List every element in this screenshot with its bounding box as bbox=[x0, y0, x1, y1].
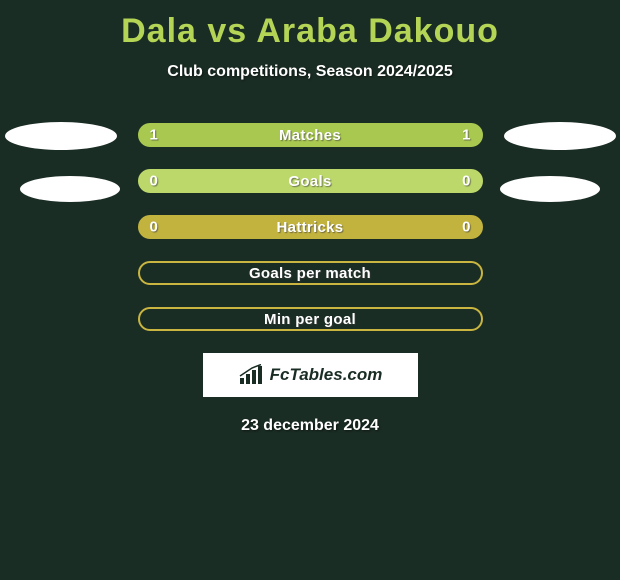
stat-row: 1 Matches 1 bbox=[138, 123, 483, 147]
stat-label: Goals per match bbox=[249, 265, 371, 282]
avatar-placeholder bbox=[20, 176, 120, 202]
stat-row: Min per goal bbox=[138, 307, 483, 331]
page-title: Dala vs Araba Dakouo bbox=[0, 0, 620, 51]
stat-left-value: 0 bbox=[150, 173, 158, 190]
avatar-placeholder bbox=[500, 176, 600, 202]
avatar-placeholder bbox=[504, 122, 616, 150]
date-text: 23 december 2024 bbox=[0, 417, 620, 435]
stat-label: Min per goal bbox=[264, 311, 356, 328]
stat-label: Goals bbox=[288, 173, 331, 190]
stat-row: 0 Hattricks 0 bbox=[138, 215, 483, 239]
stat-row: 0 Goals 0 bbox=[138, 169, 483, 193]
stat-left-value: 1 bbox=[150, 127, 158, 144]
stat-left-value: 0 bbox=[150, 219, 158, 236]
stats-container: 1 Matches 1 0 Goals 0 0 Hattricks 0 Goals per mat… bbox=[0, 123, 620, 331]
footer-brand: FcTables.com bbox=[270, 365, 383, 385]
avatar-placeholder bbox=[5, 122, 117, 150]
stat-right-value: 0 bbox=[462, 173, 470, 190]
stat-right-value: 0 bbox=[462, 219, 470, 236]
subtitle: Club competitions, Season 2024/2025 bbox=[0, 63, 620, 81]
footer-badge: FcTables.com bbox=[203, 353, 418, 397]
stat-label: Matches bbox=[279, 127, 341, 144]
stat-right-value: 1 bbox=[462, 127, 470, 144]
stat-row: Goals per match bbox=[138, 261, 483, 285]
stat-label: Hattricks bbox=[277, 219, 344, 236]
bar-chart-icon bbox=[238, 364, 264, 386]
